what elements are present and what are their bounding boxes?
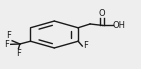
Text: F: F <box>5 40 9 49</box>
Text: F: F <box>83 41 88 50</box>
Text: F: F <box>6 31 11 40</box>
Text: OH: OH <box>113 21 126 30</box>
Text: O: O <box>99 9 105 18</box>
Text: F: F <box>16 49 21 58</box>
